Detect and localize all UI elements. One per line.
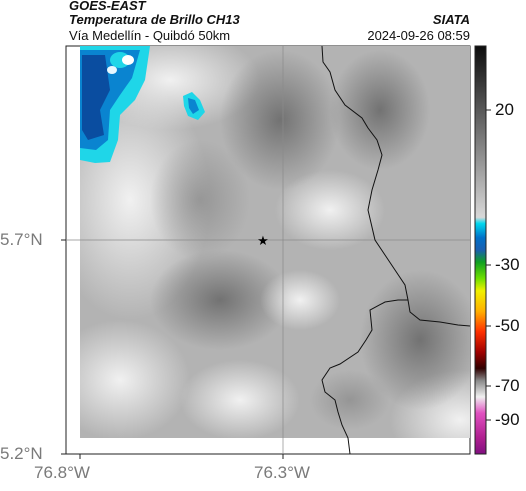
header-datetime: 2024-09-26 08:59 (367, 28, 470, 43)
x-tick-label: 76.8°W (34, 463, 90, 482)
y-tick-label: 5.2°N (0, 444, 43, 463)
colorbar-tick-label: -50 (495, 316, 520, 335)
header-source: SIATA (432, 12, 470, 27)
colorbar-tick-label: -30 (495, 255, 520, 274)
header-region: Vía Medellín - Quibdó 50km (69, 28, 231, 43)
colorbar-tick-label: 20 (495, 100, 514, 119)
boundary-line (321, 45, 471, 327)
x-tick-label: 76.3°W (254, 463, 310, 482)
y-tick-label: 5.7°N (0, 230, 43, 249)
boundary-line-south (321, 299, 408, 455)
colorbar-tick-label: -70 (495, 376, 520, 395)
colorbar (474, 45, 487, 455)
header-title-product: Temperatura de Brillo CH13 (69, 12, 240, 27)
star-icon: ★ (257, 234, 269, 249)
colorbar-tick-label: -90 (495, 410, 520, 429)
brightness-temperature-field (80, 46, 470, 438)
header-title-satellite: GOES-EAST (69, 0, 146, 13)
